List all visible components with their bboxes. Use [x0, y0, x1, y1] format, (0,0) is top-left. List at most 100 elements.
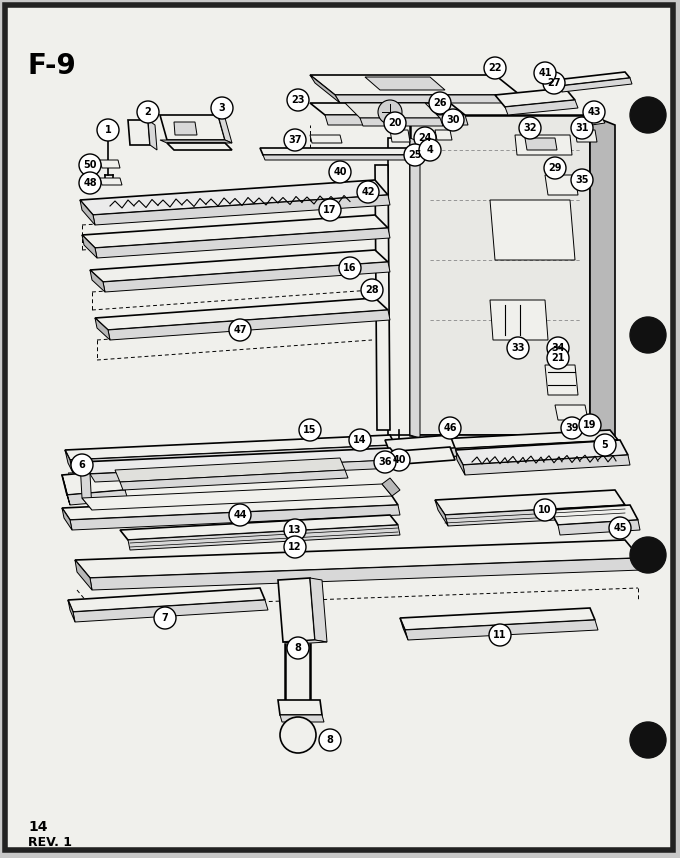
- Circle shape: [299, 419, 321, 441]
- Text: 47: 47: [233, 325, 247, 335]
- Circle shape: [579, 414, 601, 436]
- FancyBboxPatch shape: [5, 5, 673, 850]
- Polygon shape: [115, 458, 345, 482]
- Text: 20: 20: [388, 118, 402, 128]
- Text: 19: 19: [583, 420, 597, 430]
- Text: 40: 40: [392, 455, 406, 465]
- Polygon shape: [420, 430, 618, 450]
- Text: 15: 15: [303, 425, 317, 435]
- Polygon shape: [95, 228, 390, 258]
- Polygon shape: [345, 103, 440, 118]
- Polygon shape: [310, 578, 327, 642]
- Polygon shape: [490, 200, 575, 260]
- Polygon shape: [80, 448, 400, 474]
- Text: 12: 12: [288, 542, 302, 552]
- Circle shape: [284, 129, 306, 151]
- Text: 34: 34: [551, 343, 565, 353]
- Polygon shape: [160, 115, 225, 140]
- Text: 5: 5: [602, 440, 609, 450]
- Circle shape: [571, 169, 593, 191]
- Polygon shape: [388, 138, 410, 435]
- Text: 24: 24: [418, 133, 432, 143]
- Circle shape: [630, 722, 666, 758]
- Circle shape: [507, 337, 529, 359]
- Polygon shape: [560, 78, 632, 92]
- Circle shape: [571, 117, 593, 139]
- Text: 28: 28: [365, 285, 379, 295]
- Polygon shape: [310, 135, 342, 143]
- Polygon shape: [515, 135, 572, 155]
- Circle shape: [414, 127, 436, 149]
- Circle shape: [547, 347, 569, 369]
- Polygon shape: [260, 148, 418, 155]
- Circle shape: [79, 172, 101, 194]
- Circle shape: [544, 157, 566, 179]
- Polygon shape: [555, 405, 588, 420]
- Polygon shape: [82, 215, 388, 248]
- Polygon shape: [428, 440, 620, 458]
- Circle shape: [319, 199, 341, 221]
- Polygon shape: [62, 508, 72, 530]
- Text: 14: 14: [353, 435, 367, 445]
- Text: 27: 27: [547, 78, 561, 88]
- Polygon shape: [65, 435, 395, 460]
- Polygon shape: [495, 88, 575, 107]
- Polygon shape: [120, 470, 348, 490]
- Polygon shape: [400, 608, 595, 630]
- Circle shape: [384, 112, 406, 134]
- Circle shape: [442, 109, 464, 131]
- Polygon shape: [385, 435, 455, 453]
- Polygon shape: [160, 140, 232, 143]
- Text: 13: 13: [288, 525, 302, 535]
- Circle shape: [429, 92, 451, 114]
- Text: REV. 1: REV. 1: [28, 836, 72, 849]
- Text: 16: 16: [343, 263, 357, 273]
- Polygon shape: [580, 115, 605, 126]
- Text: 22: 22: [488, 63, 502, 73]
- Circle shape: [378, 100, 402, 124]
- Circle shape: [211, 97, 233, 119]
- Text: F-9: F-9: [28, 52, 77, 80]
- Polygon shape: [335, 95, 525, 103]
- Polygon shape: [80, 200, 95, 225]
- Circle shape: [630, 537, 666, 573]
- Circle shape: [284, 536, 306, 558]
- Circle shape: [630, 317, 666, 353]
- Polygon shape: [575, 130, 597, 142]
- Polygon shape: [325, 115, 468, 125]
- Text: 35: 35: [575, 175, 589, 185]
- Polygon shape: [108, 310, 390, 340]
- Polygon shape: [148, 120, 157, 150]
- Polygon shape: [365, 77, 445, 90]
- Polygon shape: [382, 478, 400, 496]
- Circle shape: [543, 72, 565, 94]
- Text: 32: 32: [523, 123, 537, 133]
- Polygon shape: [90, 460, 395, 482]
- Polygon shape: [75, 560, 92, 590]
- Circle shape: [229, 504, 251, 526]
- Text: 11: 11: [493, 630, 507, 640]
- Polygon shape: [385, 447, 455, 465]
- Polygon shape: [100, 178, 122, 185]
- Circle shape: [388, 449, 410, 471]
- Circle shape: [280, 717, 316, 753]
- Polygon shape: [410, 138, 420, 438]
- Polygon shape: [455, 450, 465, 475]
- Polygon shape: [70, 445, 398, 473]
- Polygon shape: [68, 600, 75, 622]
- Polygon shape: [283, 640, 327, 644]
- Circle shape: [489, 624, 511, 646]
- Polygon shape: [174, 122, 197, 135]
- Polygon shape: [80, 180, 388, 215]
- Circle shape: [284, 519, 306, 541]
- Text: 8: 8: [326, 735, 333, 745]
- Polygon shape: [82, 484, 392, 510]
- Text: 4: 4: [426, 145, 433, 155]
- Text: 42: 42: [361, 187, 375, 197]
- Polygon shape: [545, 175, 578, 195]
- Polygon shape: [463, 455, 630, 475]
- Polygon shape: [120, 515, 398, 540]
- Circle shape: [137, 101, 159, 123]
- Polygon shape: [218, 115, 232, 143]
- Polygon shape: [490, 300, 548, 340]
